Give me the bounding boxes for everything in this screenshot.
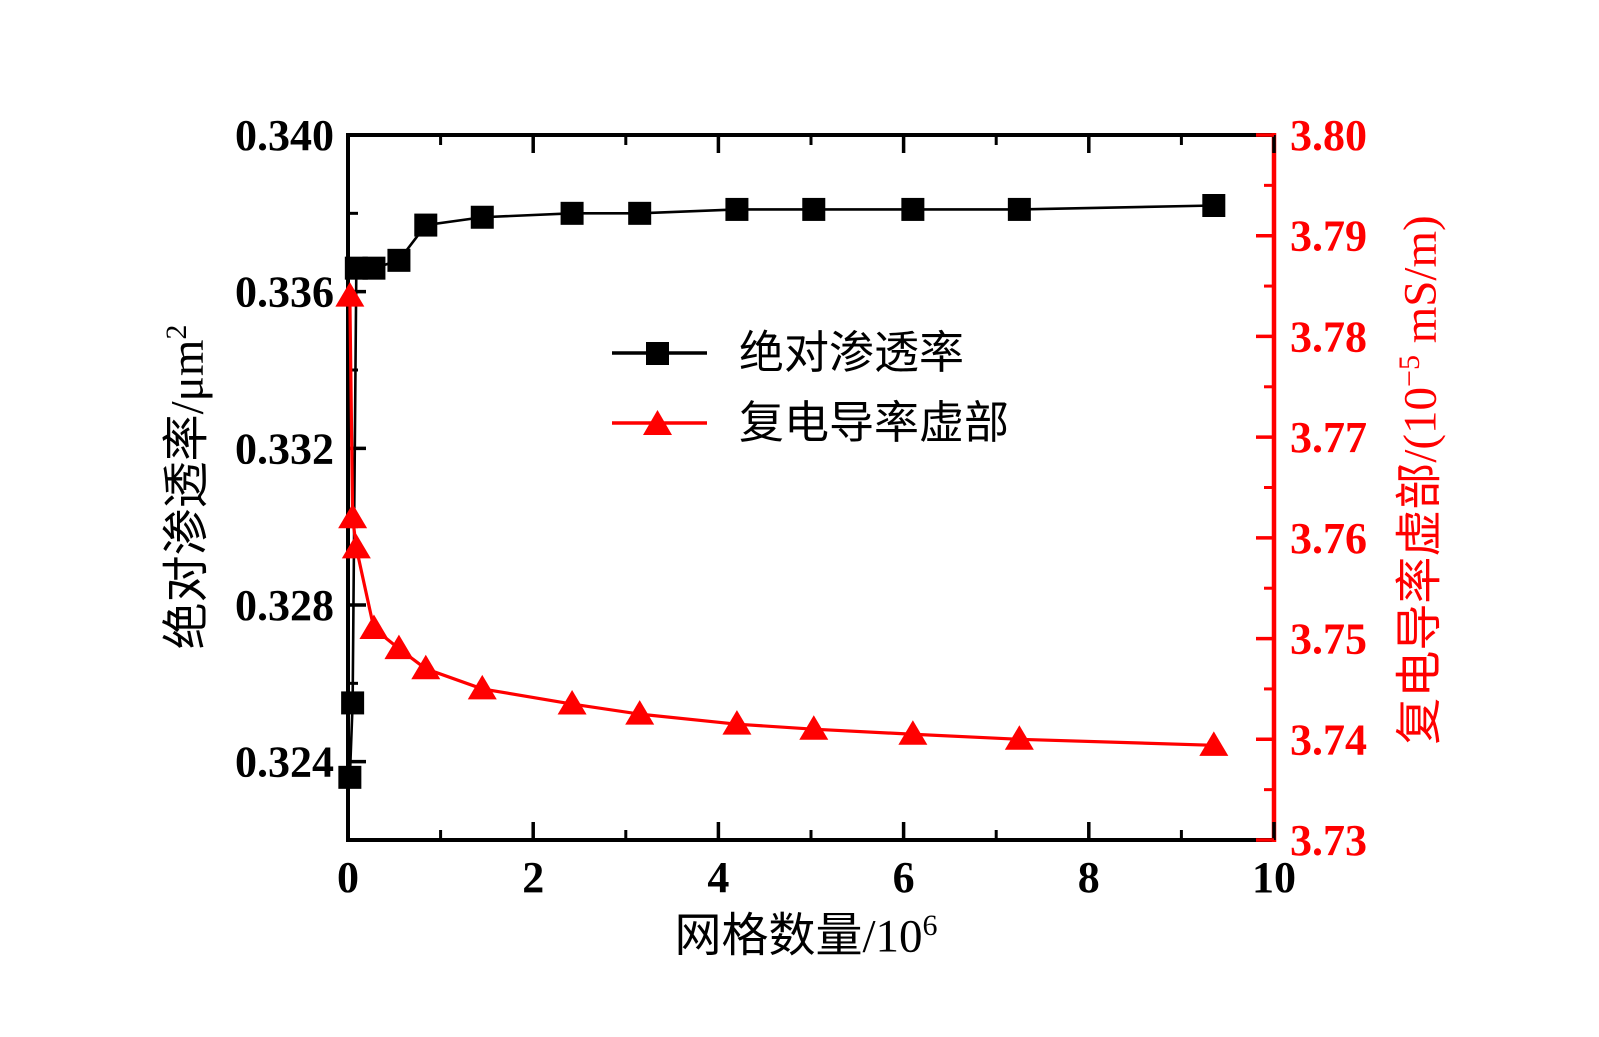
left-tick-label: 0.324	[235, 738, 334, 787]
x-tick-label: 10	[1252, 853, 1296, 902]
left-axis-title-text: 绝对渗透率/μm	[161, 339, 214, 650]
data-point-triangle	[335, 282, 365, 307]
right-axis-title-sup: −5	[1392, 355, 1426, 387]
right-axis-title-text: 复电导率虚部/(10	[1394, 386, 1447, 745]
square-marker-icon	[612, 342, 707, 365]
data-point-square	[470, 205, 494, 229]
data-point-triangle	[898, 720, 928, 745]
x-tick-label: 4	[707, 853, 729, 902]
right-tick-label: 3.79	[1290, 212, 1367, 261]
tick-labels: 0 2 4 6 8 10 0.324 0.328 0.332 0.336 0.340 3.73 3.74…	[235, 111, 1367, 902]
data-point-triangle	[722, 710, 752, 735]
left-tick-label: 0.332	[235, 424, 334, 473]
right-tick-label: 3.75	[1290, 615, 1367, 664]
data-point-square	[802, 197, 826, 221]
series-permeability	[338, 194, 1226, 789]
data-point-square	[560, 201, 584, 225]
triangle-marker-icon	[612, 410, 707, 435]
right-tick-label: 3.77	[1290, 413, 1367, 462]
data-point-triangle	[557, 690, 587, 715]
data-point-square	[387, 248, 411, 272]
right-tick-label: 3.78	[1290, 312, 1367, 361]
legend-label-conductivity: 复电导率虚部	[739, 397, 1010, 448]
data-point-square	[901, 197, 925, 221]
data-point-triangle	[359, 614, 389, 639]
left-tick-label: 0.328	[235, 581, 334, 630]
x-tick-label: 2	[522, 853, 544, 902]
legend: 绝对渗透率 复电导率虚部	[612, 318, 1009, 458]
x-tick-label: 6	[893, 853, 915, 902]
right-axis-title: 复电导率虚部/(10−5 mS/m)	[1381, 215, 1450, 744]
data-point-square	[341, 691, 365, 715]
x-axis-title-text: 网格数量/10	[674, 910, 923, 963]
left-tick-label: 0.340	[235, 111, 334, 160]
legend-label-permeability: 绝对渗透率	[739, 327, 965, 378]
data-point-square	[344, 256, 368, 280]
x-tick-label: 0	[337, 853, 359, 902]
data-point-triangle	[384, 634, 414, 660]
left-axis-title-sup: 2	[159, 324, 193, 340]
data-point-square	[628, 201, 652, 225]
data-point-square	[362, 256, 386, 280]
legend-item-permeability: 绝对渗透率	[612, 318, 1009, 388]
right-tick-label: 3.80	[1290, 111, 1367, 160]
axis-ticks	[346, 133, 1276, 842]
right-axis-title-unit: mS/m)	[1394, 215, 1447, 356]
right-tick-label: 3.76	[1290, 514, 1367, 563]
x-axis-title-sup: 6	[922, 908, 938, 942]
left-tick-label: 0.336	[235, 268, 334, 317]
data-point-square	[1007, 197, 1031, 221]
data-point-triangle	[467, 674, 497, 700]
data-point-triangle	[341, 533, 371, 559]
data-point-triangle	[799, 715, 829, 740]
x-axis-title: 网格数量/106	[674, 897, 937, 966]
data-point-triangle	[625, 700, 655, 725]
data-point-triangle	[338, 503, 368, 529]
data-point-square	[414, 213, 438, 237]
data-point-square	[338, 765, 362, 789]
data-point-triangle	[411, 654, 441, 680]
data-point-square	[725, 197, 749, 221]
data-point-triangle	[1004, 725, 1034, 750]
data-point-triangle	[1199, 731, 1229, 756]
legend-item-conductivity: 复电导率虚部	[612, 388, 1009, 458]
right-tick-label: 3.74	[1290, 715, 1367, 764]
left-axis-title: 绝对渗透率/μm2	[148, 325, 217, 650]
right-tick-label: 3.73	[1290, 816, 1367, 865]
series-conductivity	[335, 282, 1229, 756]
x-tick-label: 8	[1078, 853, 1100, 902]
data-point-square	[1202, 194, 1226, 217]
